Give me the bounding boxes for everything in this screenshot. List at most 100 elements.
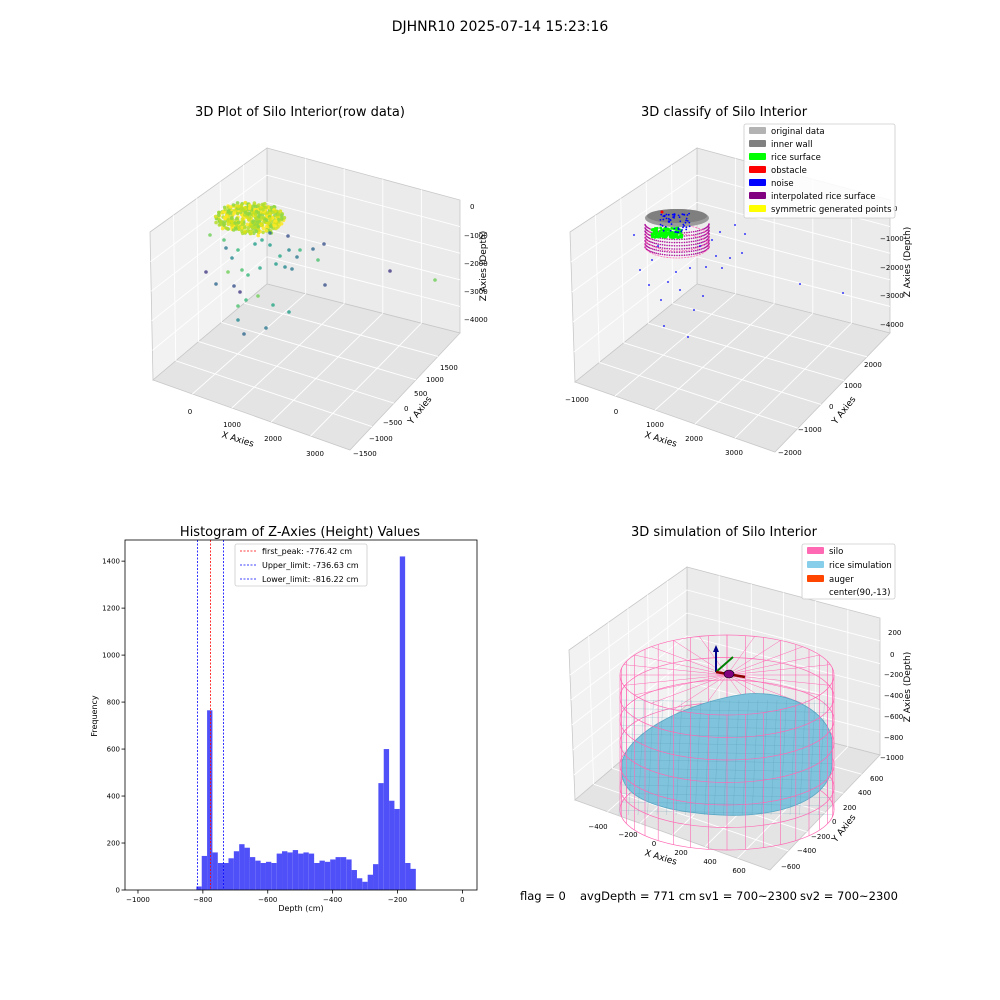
scatter-point: [276, 218, 281, 222]
interpolated-point: [702, 247, 704, 250]
scatter-point: [231, 203, 236, 207]
scatter-point: [262, 220, 266, 224]
noise-point: [693, 309, 695, 311]
legend-swatch: [749, 166, 766, 173]
noise-point: [639, 269, 641, 271]
histogram-bar: [282, 851, 288, 890]
noise-point: [685, 217, 688, 220]
interpolated-point: [683, 244, 686, 247]
interpolated-point: [650, 250, 652, 253]
interpolated-point: [657, 243, 659, 245]
silo-ring: [619, 787, 835, 828]
rice-mesh-line: [666, 699, 673, 816]
interpolated-point: [683, 232, 686, 234]
gridline: [614, 293, 736, 397]
interpolated-point: [651, 251, 654, 253]
noise-point: [677, 228, 680, 231]
panel4-title: 3D simulation of Silo Interior: [631, 525, 818, 540]
scatter-point: [217, 210, 221, 215]
scatter-point: [219, 219, 223, 223]
interpolated-point: [697, 252, 699, 254]
panel4-y-tick: 400: [858, 789, 871, 797]
scatter-point: [280, 213, 284, 217]
scatter-point: [287, 310, 291, 314]
interpolated-point: [703, 227, 706, 230]
interpolated-point: [678, 245, 681, 247]
rice-surface-point: [674, 235, 678, 239]
y-tick-label: 1400: [102, 558, 120, 566]
scatter-point: [229, 219, 234, 224]
interpolated-point: [655, 239, 657, 242]
silo-spoke: [623, 664, 728, 676]
rice-mesh-line: [789, 699, 797, 816]
noise-point: [688, 225, 691, 228]
silo-ring: [619, 697, 835, 738]
noise-point: [671, 213, 674, 216]
histogram-bar: [260, 862, 266, 890]
interpolated-point: [671, 248, 673, 250]
scatter-point: [247, 206, 252, 211]
interpolated-point: [653, 242, 656, 244]
interpolated-point: [659, 253, 662, 255]
scatter-point: [216, 213, 221, 218]
interpolated-point: [702, 234, 704, 237]
scatter-point: [254, 217, 259, 221]
interpolated-point: [659, 243, 662, 246]
interpolated-point: [655, 242, 657, 245]
histogram-bar: [383, 749, 390, 890]
interpolated-point: [686, 251, 688, 253]
interpolated-point: [703, 237, 706, 240]
noise-point: [688, 221, 691, 224]
panel4-z-tick: −400: [884, 692, 903, 700]
histogram-bar: [314, 862, 320, 890]
panel2-y-tick: −2000: [778, 449, 802, 457]
interpolated-point: [698, 248, 701, 251]
gridline: [570, 174, 698, 263]
scatter-point: [253, 242, 257, 246]
scatter-point: [229, 223, 234, 227]
noise-point: [661, 224, 664, 227]
interpolated-point: [692, 253, 695, 255]
panel2-y-tick: 0: [829, 403, 833, 411]
histogram-bar: [405, 862, 411, 890]
panel4-z-tick: −800: [884, 734, 903, 742]
interpolated-point: [683, 235, 686, 237]
panel1-z-tick: −1000: [464, 232, 488, 240]
scatter-point: [233, 221, 237, 225]
interpolated-point: [683, 241, 686, 244]
symmetric-ring: [644, 224, 710, 252]
y-tick-label: 0: [116, 887, 120, 895]
interpolated-point: [698, 239, 701, 241]
gridline: [175, 360, 373, 428]
interpolated-point: [648, 250, 651, 252]
interpolated-point: [655, 246, 657, 248]
interpolated-point: [681, 251, 683, 253]
scatter-point: [245, 222, 250, 227]
legend-label: interpolated rice surface: [771, 192, 876, 202]
histogram-bar: [287, 852, 293, 890]
scatter-point: [246, 217, 251, 222]
panel1-x-label: X Axies: [220, 430, 255, 449]
rice-mesh-line: [675, 699, 683, 816]
rice-surface-point: [670, 235, 674, 239]
gridline: [696, 229, 891, 281]
interpolated-point: [661, 253, 664, 256]
interpolated-point: [700, 232, 703, 234]
gridline: [623, 342, 822, 405]
gridline: [696, 256, 891, 307]
scatter-point: [257, 203, 261, 207]
noise-point: [711, 239, 713, 241]
histogram-bar: [340, 857, 347, 890]
scatter-point: [236, 318, 240, 322]
legend-label: center(90,-13): [829, 588, 890, 598]
gridline: [310, 322, 422, 437]
histogram-bar: [394, 808, 400, 890]
interpolated-point: [668, 248, 671, 250]
histogram-bar: [308, 853, 315, 890]
noise-point: [675, 271, 677, 273]
scatter-point: [263, 205, 268, 210]
histogram-bar: [228, 858, 234, 890]
scatter-point: [433, 278, 437, 282]
status-sv1: sv1 = 700~2300: [699, 889, 797, 903]
interpolated-point: [668, 241, 671, 244]
